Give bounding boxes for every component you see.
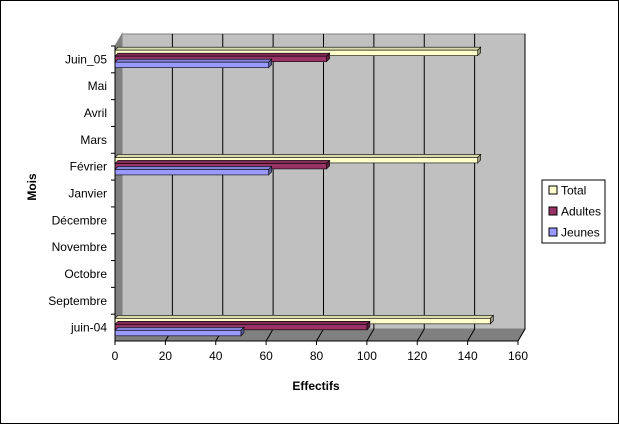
floor-gridline xyxy=(316,328,324,342)
bar-front-face xyxy=(114,169,269,176)
y-tick-label: Janvier xyxy=(68,187,107,201)
y-tick-label: Mai xyxy=(88,79,107,93)
x-axis-title: Effectifs xyxy=(292,379,340,393)
bar-top-face xyxy=(114,46,482,51)
x-tick-label: 60 xyxy=(259,349,273,363)
y-tick-label: Septembre xyxy=(48,294,107,308)
bar-front-face xyxy=(114,330,242,337)
floor-gridline xyxy=(517,328,526,342)
bar-top-face xyxy=(114,154,482,158)
legend-swatch-adultes xyxy=(548,206,558,216)
floor-gridline xyxy=(265,328,274,342)
x-tick-label: 80 xyxy=(310,349,324,363)
y-tick-label: juin-04 xyxy=(70,321,107,335)
bar-jeunes xyxy=(114,326,245,337)
bar-top-face xyxy=(114,160,331,164)
legend-label-adultes: Adultes xyxy=(561,205,601,219)
bar-top-face xyxy=(114,166,273,170)
y-tick-label: Décembre xyxy=(52,213,108,227)
y-tick-labels: juin-04 Septembre Octobre Novembre Décembre J… xyxy=(48,45,115,335)
bar-front-face xyxy=(114,61,269,68)
floor-gridline xyxy=(366,328,375,342)
bar-jeunes xyxy=(114,165,273,176)
x-tick-label: 20 xyxy=(159,349,173,363)
y-tick-label: Octobre xyxy=(64,267,107,281)
x-tick-labels: 0 20 40 60 80 100 120 140 160 xyxy=(112,341,528,363)
bar-top-face xyxy=(114,315,495,319)
legend-swatch-total xyxy=(548,185,558,195)
y-axis-title: Mois xyxy=(25,173,39,201)
bar-top-face xyxy=(114,327,245,331)
legend-swatch-jeunes xyxy=(548,227,558,237)
floor-gridline xyxy=(467,328,476,342)
x-tick-label: 40 xyxy=(209,349,223,363)
bars xyxy=(114,46,495,337)
x-tick-label: 120 xyxy=(407,349,427,363)
floor-gridline xyxy=(416,328,425,342)
bar-top-face xyxy=(114,321,371,325)
legend: Total Adultes Jeunes xyxy=(541,179,606,244)
legend-label-total: Total xyxy=(561,184,586,198)
gridlines xyxy=(164,34,526,342)
y-tick-label: Avril xyxy=(84,106,107,120)
x-tick-label: 100 xyxy=(357,349,377,363)
y-tick-label: Novembre xyxy=(52,240,108,254)
x-tick-label: 140 xyxy=(458,349,478,363)
legend-label-jeunes: Jeunes xyxy=(561,226,600,240)
y-tick-label: Juin_05 xyxy=(65,52,107,66)
y-tick-label: Février xyxy=(70,160,107,174)
y-tick-label: Mars xyxy=(80,133,107,147)
x-tick-label: 160 xyxy=(508,349,528,363)
bar-jeunes xyxy=(114,58,273,69)
plot-side-wall xyxy=(114,32,123,343)
bar-top-face xyxy=(114,52,331,57)
bar-top-face xyxy=(114,58,273,63)
x-tick-label: 0 xyxy=(112,349,119,363)
